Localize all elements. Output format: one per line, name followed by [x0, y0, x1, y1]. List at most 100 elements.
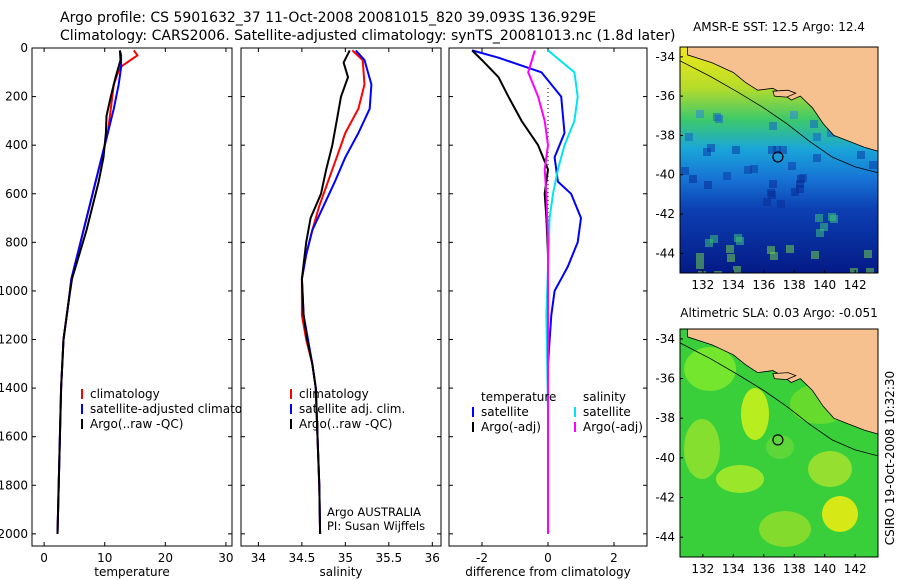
- sst-pixel-cell: [786, 245, 794, 253]
- x-tick-label: 36: [425, 551, 440, 565]
- sst-pixel-cell: [816, 229, 824, 237]
- map-x-tick-label: 132: [691, 278, 714, 292]
- x-tick-label: 34.5: [289, 551, 316, 565]
- x-tick-label: 35.5: [375, 551, 402, 565]
- legend-label: satellite adj. clim.: [299, 402, 405, 416]
- map-x-tick-label: 138: [783, 562, 806, 576]
- y-tick-label: 1200: [0, 333, 28, 347]
- map-y-tick-label: -34: [655, 50, 675, 64]
- map-frame: [679, 46, 879, 274]
- map-x-tick-label: 134: [722, 562, 745, 576]
- sst-pixel-cell: [799, 174, 807, 182]
- legend-label: satellite: [583, 405, 631, 419]
- map-x-tick-label: 136: [752, 562, 775, 576]
- side-label: CSIRO 19-Oct-2008 10:32:30: [883, 371, 897, 545]
- sla-anomaly-blob: [684, 347, 736, 391]
- sst-pixel-cell: [773, 146, 781, 154]
- legend-label: satellite-adjusted climatology: [90, 402, 268, 416]
- y-tick-label: 400: [5, 138, 28, 152]
- x-tick-label: -2: [476, 551, 488, 565]
- sst-pixel-cell: [767, 246, 775, 254]
- sst-pixel-cell: [767, 189, 775, 197]
- map-y-tick-label: -42: [655, 207, 675, 221]
- sst-pixel-cell: [770, 252, 778, 260]
- land-mass: [687, 47, 878, 152]
- y-tick-label: 1400: [0, 381, 28, 395]
- sla-anomaly-blob: [716, 465, 764, 493]
- x-axis-label: salinity: [319, 565, 362, 579]
- plot-frame-salinity: [240, 47, 442, 547]
- sst-pixel-cell: [696, 261, 704, 269]
- figure-title-line2: Climatology: CARS2006. Satellite-adjuste…: [60, 28, 676, 44]
- map-x-tick-label: 134: [722, 278, 745, 292]
- legend-label: Argo(-adj): [583, 420, 643, 434]
- series-line-difference-3: [527, 50, 549, 534]
- x-tick-label: 20: [158, 551, 173, 565]
- map-sla_map: Altimetric SLA: 0.03 Argo: -0.051 132 134 1…: [655, 306, 879, 576]
- x-tick-label: 0: [40, 551, 48, 565]
- sla-anomaly-blob: [759, 511, 811, 547]
- map-y-tick-label: -44: [655, 246, 675, 260]
- sst-pixel-cell: [827, 129, 835, 137]
- y-tick-label: 1800: [0, 478, 28, 492]
- island: [772, 89, 797, 98]
- map-y-tick-label: -40: [655, 451, 675, 465]
- sst-pixel-cell: [726, 245, 734, 253]
- x-tick-label: 30: [218, 551, 233, 565]
- y-tick-label: 1000: [0, 284, 28, 298]
- legend-label: Argo(-adj): [481, 420, 541, 434]
- plot-frame-temperature: [31, 47, 233, 547]
- x-tick-label: 0: [544, 551, 552, 565]
- map-y-tick-label: -42: [655, 491, 675, 505]
- sst-pixel-cell: [779, 146, 787, 154]
- sst-pixel-cell: [810, 120, 818, 128]
- sst-pixel-cell: [791, 188, 799, 196]
- sst-pixel-cell: [696, 253, 704, 261]
- sla-anomaly-blob: [684, 419, 720, 479]
- annotation-text: PI: Susan Wijffels: [327, 519, 425, 533]
- x-axis-label: difference from climatology: [465, 565, 631, 579]
- sst-pixel-cell: [769, 180, 777, 188]
- sst-pixel-cell: [815, 214, 823, 222]
- sst-pixel-cell: [768, 146, 776, 154]
- sst-pixel-cell: [788, 162, 796, 170]
- x-tick-label: 34: [251, 551, 266, 565]
- map-y-tick-label: -44: [655, 530, 675, 544]
- map-x-tick-label: 140: [813, 278, 836, 292]
- map-sst_map: AMSR-E SST: 12.5 Argo: 12.4 132 134 136 138 1…: [655, 20, 879, 292]
- x-tick-label: 10: [97, 551, 112, 565]
- sst-pixel-cell: [696, 110, 704, 118]
- series-line-temperature-2: [56, 50, 122, 534]
- series-line-difference-0: [471, 49, 582, 534]
- series-line-salinity-2: [300, 49, 351, 534]
- shelf-contour: [680, 342, 878, 457]
- map-y-tick-label: -40: [655, 168, 675, 182]
- sla-anomaly-blob: [766, 435, 794, 459]
- sst-pixel-cell: [710, 235, 718, 243]
- map-x-tick-label: 132: [691, 562, 714, 576]
- sst-pixel-cell: [723, 172, 731, 180]
- sst-pixel-cell: [685, 133, 693, 141]
- argo-float-marker: [772, 151, 784, 163]
- map-field-sst_map: [680, 47, 878, 273]
- series-line-difference-2: [545, 49, 579, 534]
- map-x-tick-label: 138: [783, 278, 806, 292]
- legend-title-salinity: salinity: [583, 390, 626, 404]
- sla-anomaly-blob: [822, 496, 858, 532]
- sst-pixel-cell: [813, 133, 821, 141]
- sst-pixel-cell: [733, 266, 741, 273]
- sla-anomaly-blob: [741, 388, 769, 440]
- legend-label: satellite: [481, 405, 529, 419]
- sst-pixel-cell: [820, 223, 828, 231]
- sst-pixel-cell: [864, 250, 872, 258]
- island: [772, 372, 797, 381]
- map-field-sla_map: [680, 329, 878, 557]
- sst-pixel-cell: [727, 254, 735, 262]
- panel-temperature: 0 200 400 600 800 1000 1200 1400 1600 1800 2000 0 10…: [0, 41, 268, 579]
- annotation-text: Argo AUSTRALIA: [327, 505, 421, 519]
- sst-pixel-cell: [681, 167, 689, 175]
- map-title: Altimetric SLA: 0.03 Argo: -0.051: [680, 306, 877, 320]
- y-tick-label: 1600: [0, 430, 28, 444]
- sst-pixel-cell: [698, 271, 706, 273]
